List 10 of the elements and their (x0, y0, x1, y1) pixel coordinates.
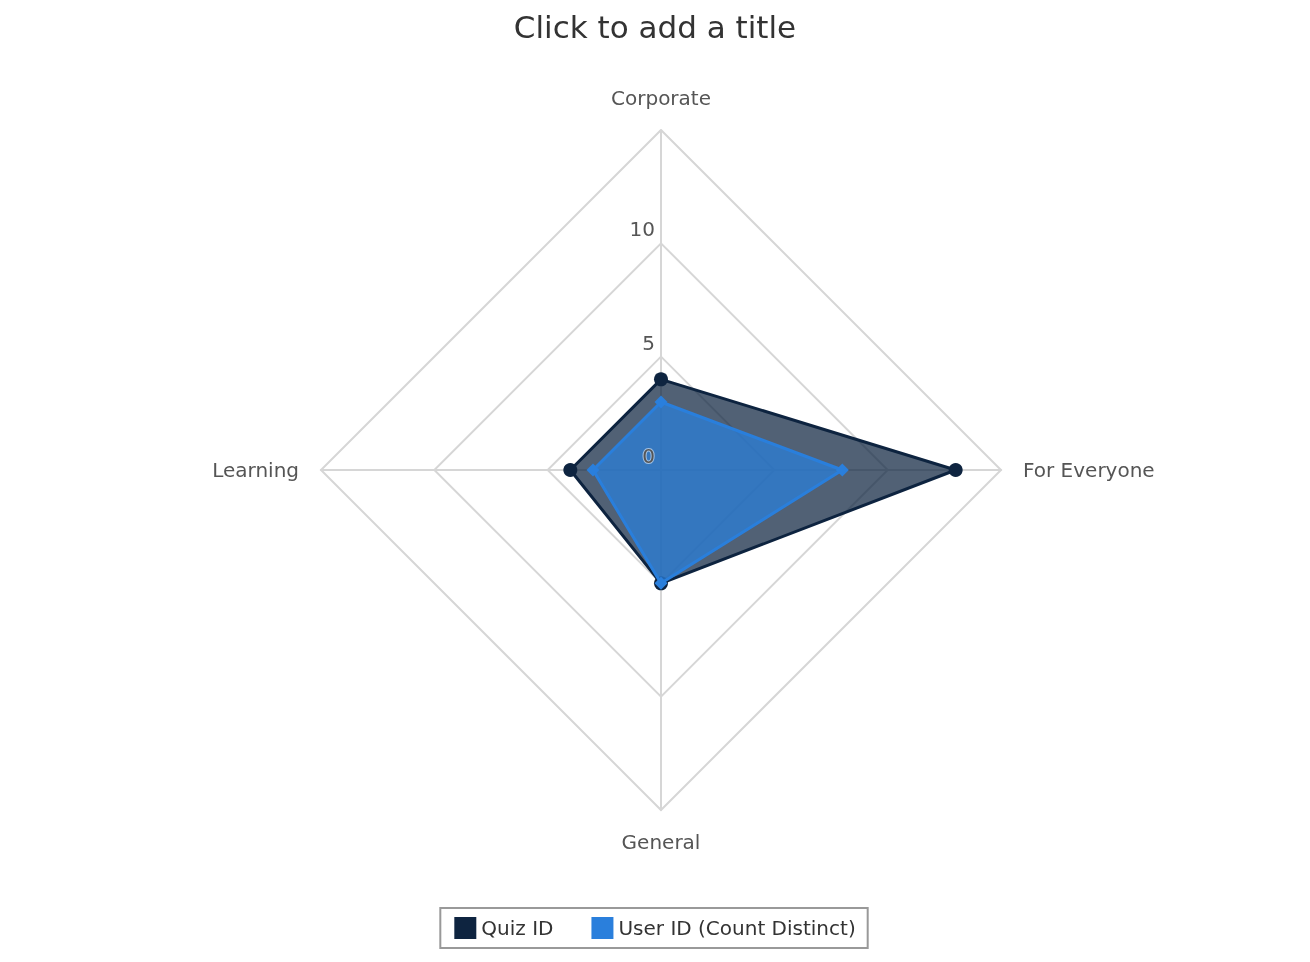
chart-title: Click to add a title (513, 8, 797, 45)
spoke-label: Learning (212, 458, 299, 482)
spoke-label: General (621, 830, 701, 854)
spoke-label: For Everyone (1023, 458, 1155, 482)
legend-label: Quiz ID (481, 916, 554, 940)
y-tick-label: 10 (629, 217, 655, 242)
legend-label: User ID (Count Distinct) (618, 916, 856, 940)
y-tick-label: 0 (642, 444, 655, 468)
y-tick-label: 5 (642, 330, 655, 355)
spoke-label: Corporate (611, 86, 711, 110)
